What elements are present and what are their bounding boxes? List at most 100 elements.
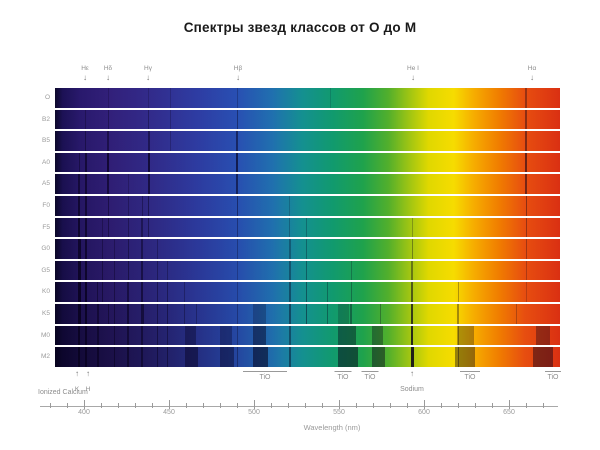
absorption-line	[127, 303, 130, 324]
absorption-line	[306, 217, 308, 238]
minor-tick	[152, 403, 153, 408]
absorption-line	[306, 260, 308, 281]
sodium-label: Sodium	[400, 386, 424, 393]
absorption-line	[114, 303, 116, 324]
absorption-line	[147, 131, 150, 151]
absorption-line	[167, 303, 168, 324]
absorption-line	[107, 303, 109, 324]
tio-band-marker: TiO	[545, 371, 561, 381]
absorption-line	[96, 347, 99, 367]
absorption-line	[326, 303, 328, 324]
line-marker-label: Hα	[527, 65, 537, 72]
absorption-line	[236, 282, 238, 302]
tio-label: TiO	[547, 374, 559, 381]
line-marker-label: Hε	[81, 65, 89, 72]
tick-label: 450	[163, 409, 175, 416]
blue-suppress	[55, 131, 283, 151]
class-label-K0: K0	[42, 288, 50, 296]
major-tick	[339, 400, 340, 409]
absorption-line	[306, 239, 308, 259]
absorption-line	[127, 260, 129, 281]
tio-label: TiO	[464, 374, 476, 381]
tio-label: TiO	[337, 374, 349, 381]
absorption-line	[127, 239, 129, 259]
absorption-band	[220, 325, 233, 346]
absorption-line	[236, 325, 238, 346]
absorption-band	[252, 325, 267, 346]
absorption-line	[148, 109, 150, 130]
absorption-line	[141, 239, 143, 259]
absorption-line	[457, 347, 459, 367]
spectrum-row-B2	[55, 109, 560, 130]
tio-band-marker: TiO	[460, 371, 480, 381]
minor-tick	[305, 403, 306, 408]
absorption-line	[127, 174, 129, 194]
absorption-line	[525, 282, 527, 302]
absorption-line	[330, 88, 332, 108]
absorption-line	[107, 217, 109, 238]
spectrum-row-A5	[55, 174, 560, 194]
absorption-line	[114, 325, 116, 346]
down-arrow-icon: ↓	[145, 72, 150, 82]
absorption-line	[457, 303, 460, 324]
absorption-line	[288, 260, 291, 281]
line-marker-label: Hδ	[103, 65, 113, 72]
absorption-line	[141, 260, 143, 281]
absorption-line	[85, 131, 87, 151]
absorption-line	[350, 303, 353, 324]
minor-tick	[101, 403, 102, 408]
tick-label: 600	[418, 409, 430, 416]
blue-suppress	[55, 303, 283, 324]
absorption-line	[147, 152, 150, 173]
absorption-band	[252, 347, 268, 367]
spectrum-row-F0	[55, 195, 560, 216]
minor-tick	[441, 403, 442, 408]
minor-tick	[135, 403, 136, 408]
absorption-line	[114, 347, 116, 367]
absorption-line	[167, 325, 168, 346]
absorption-line	[236, 195, 238, 216]
spectrum-row-G5	[55, 260, 560, 281]
absorption-line	[457, 282, 459, 302]
line-marker-Hα: Hα ↓	[527, 65, 537, 82]
absorption-line	[411, 303, 414, 324]
absorption-line	[167, 260, 168, 281]
minor-tick	[220, 403, 221, 408]
absorption-line	[84, 282, 87, 302]
absorption-line	[127, 282, 130, 302]
minor-tick	[118, 403, 119, 408]
absorption-line	[78, 195, 81, 216]
absorption-line	[127, 347, 130, 367]
absorption-line	[77, 282, 81, 302]
absorption-band	[337, 325, 357, 346]
absorption-line	[306, 303, 308, 324]
absorption-line	[84, 195, 87, 216]
absorption-band	[536, 325, 550, 346]
line-marker-HeI: He I ↓	[407, 65, 419, 82]
line-marker-label: He I	[407, 65, 419, 72]
absorption-line	[379, 303, 381, 324]
tio-overline	[243, 371, 287, 374]
blue-suppress	[55, 217, 283, 238]
blue-suppress	[55, 174, 283, 194]
absorption-line	[102, 217, 104, 238]
blue-suppress	[55, 88, 283, 108]
minor-tick	[475, 403, 476, 408]
minor-tick	[237, 403, 238, 408]
class-label-A5: A5	[42, 180, 50, 188]
absorption-line	[525, 131, 528, 151]
minor-tick	[186, 403, 187, 408]
blue-suppress	[55, 239, 283, 259]
absorption-band	[533, 347, 554, 367]
absorption-line	[107, 174, 109, 194]
absorption-line	[170, 109, 172, 130]
absorption-line	[78, 325, 81, 346]
absorption-line	[141, 217, 143, 238]
absorption-band	[252, 303, 267, 324]
major-tick	[254, 400, 255, 409]
calcium-H-marker: ↑ H	[84, 370, 92, 396]
down-arrow-icon: ↓	[106, 72, 110, 82]
class-label-K5: K5	[42, 310, 50, 317]
absorption-line	[288, 239, 291, 259]
absorption-line	[141, 282, 143, 302]
